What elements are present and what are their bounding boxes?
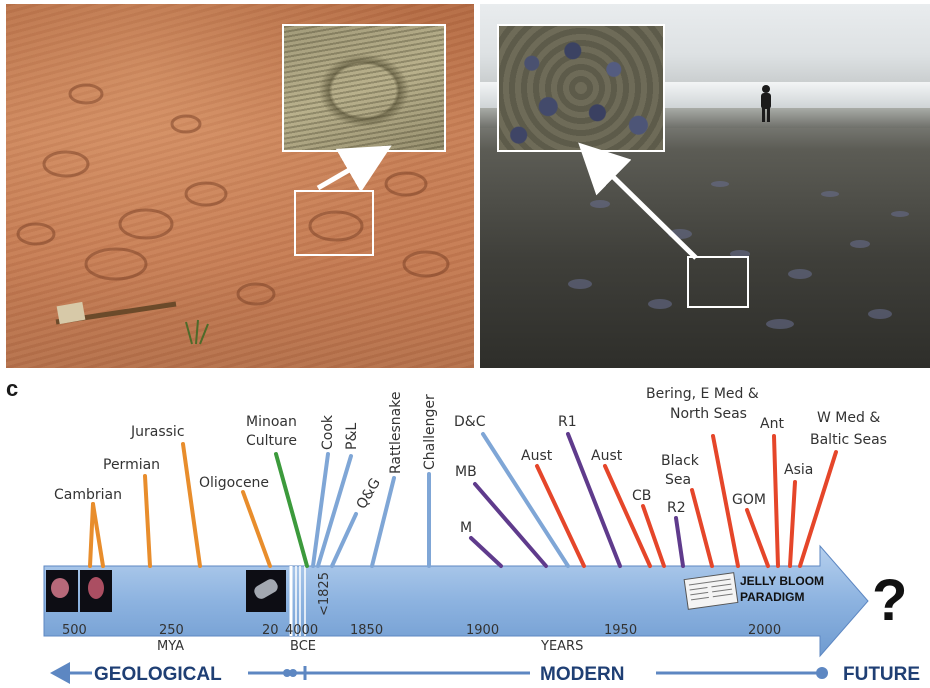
line-r1 [566, 432, 622, 568]
line-aust2 [603, 464, 652, 568]
label-dc: D&C [454, 414, 486, 430]
tick-1825: <1825 [317, 572, 332, 616]
era-future: FUTURE [843, 664, 920, 685]
label-cb: CB [632, 488, 651, 504]
newspaper-icon [683, 572, 739, 610]
tick-1950: 1950 [604, 623, 637, 638]
fossil-inset-zoom [282, 24, 446, 152]
tick-bce: BCE [290, 639, 316, 654]
zoom-arrow-a [316, 145, 392, 193]
line-rattlesnake [370, 476, 396, 568]
line-aust1 [535, 464, 586, 568]
line-cb [641, 504, 666, 568]
label-jurassic: Jurassic [130, 424, 185, 440]
line-jurassic [181, 442, 202, 568]
line-bering [711, 434, 740, 568]
label-cambrian: Cambrian [54, 487, 122, 503]
line-qg [330, 512, 358, 568]
fossil-jellyfish-photo [6, 4, 474, 368]
label-aust-1: Aust [521, 448, 553, 464]
line-m [469, 536, 503, 568]
label-wmed-1: W Med & [817, 410, 880, 426]
label-qg: Q&G [354, 476, 384, 512]
label-bering-1: Bering, E Med & [646, 386, 759, 402]
label-ant: Ant [760, 416, 784, 432]
label-black-1: Black [661, 453, 700, 469]
label-challenger: Challenger [422, 394, 438, 470]
line-pl [316, 454, 353, 568]
jellyfish-inset-zoom [497, 24, 665, 152]
label-rattlesnake: Rattlesnake [388, 392, 404, 474]
tick-1850: 1850 [350, 623, 383, 638]
label-r2: R2 [667, 500, 686, 516]
label-gom: GOM [732, 492, 766, 508]
label-oligocene: Oligocene [199, 475, 269, 491]
era-geological: GEOLOGICAL [94, 664, 222, 685]
label-mb: MB [455, 464, 477, 480]
label-m: M [460, 520, 472, 536]
line-cambrian-2 [91, 502, 105, 568]
fossil-selection-box [294, 190, 374, 256]
line-wmed [798, 450, 838, 568]
tick-250: 250 [159, 623, 184, 638]
fossil-imprints [16, 83, 450, 345]
tick-20: 20 [262, 623, 279, 638]
line-permian [143, 474, 152, 568]
label-minoan-2: Culture [246, 433, 297, 449]
future-question-mark: ? [872, 568, 907, 633]
stranded-jellyfish [568, 85, 909, 329]
label-r1: R1 [558, 414, 577, 430]
label-minoan-1: Minoan [246, 414, 297, 430]
paradigm-line2: PARADIGM [740, 590, 804, 604]
ctenophore-thumbnail [46, 570, 112, 612]
beach-selection-box [687, 256, 749, 308]
label-black-2: Sea [665, 472, 691, 488]
tick-4000: 4000 [285, 623, 318, 638]
line-oligocene [241, 490, 272, 568]
event-lines [88, 432, 838, 568]
tick-years: YEARS [540, 639, 583, 654]
line-cambrian [88, 502, 95, 568]
label-pl: P&L [344, 423, 360, 450]
panel-label-c: c [6, 376, 19, 401]
tick-mya: MYA [157, 639, 184, 654]
tick-500: 500 [62, 623, 87, 638]
label-asia: Asia [784, 462, 813, 478]
tick-1900: 1900 [466, 623, 499, 638]
paradigm-line1: JELLY BLOOM [740, 574, 824, 588]
line-asia [788, 480, 797, 568]
label-aust-2: Aust [591, 448, 623, 464]
line-gom [745, 508, 770, 568]
label-cook: Cook [320, 414, 336, 450]
era-modern: MODERN [540, 664, 624, 685]
label-bering-2: North Seas [670, 406, 747, 422]
line-minoan [274, 452, 309, 568]
line-mb [473, 482, 548, 568]
tick-2000: 2000 [748, 623, 781, 638]
line-black-sea [690, 488, 714, 568]
line-dc [481, 432, 570, 568]
label-wmed-2: Baltic Seas [810, 432, 887, 448]
person-silhouette [761, 85, 771, 122]
line-ant [772, 434, 780, 568]
line-r2 [674, 516, 685, 568]
zoom-arrow-b [578, 142, 698, 260]
line-cook [311, 452, 330, 568]
salp-thumbnail [246, 570, 286, 612]
label-permian: Permian [103, 457, 160, 473]
era-bar: GEOLOGICAL MODERN FUTURE [50, 662, 920, 685]
